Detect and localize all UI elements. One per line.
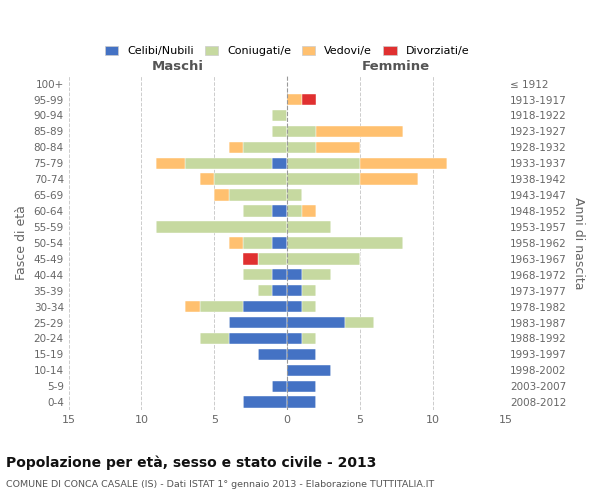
Bar: [360, 158, 447, 169]
Bar: [272, 237, 287, 248]
Bar: [287, 94, 302, 106]
Text: Popolazione per età, sesso e stato civile - 2013: Popolazione per età, sesso e stato civil…: [6, 455, 376, 469]
Y-axis label: Anni di nascita: Anni di nascita: [572, 196, 585, 289]
Bar: [272, 285, 287, 296]
Bar: [229, 142, 244, 153]
Bar: [156, 158, 185, 169]
Bar: [360, 174, 418, 185]
Bar: [200, 332, 229, 344]
Bar: [200, 301, 244, 312]
Bar: [229, 190, 287, 201]
Bar: [287, 237, 403, 248]
Bar: [302, 94, 316, 106]
Bar: [287, 190, 302, 201]
Bar: [244, 237, 272, 248]
Bar: [302, 285, 316, 296]
Bar: [229, 237, 244, 248]
Bar: [258, 285, 272, 296]
Bar: [185, 301, 200, 312]
Bar: [244, 253, 258, 264]
Bar: [302, 269, 331, 280]
Bar: [272, 126, 287, 137]
Bar: [287, 364, 331, 376]
Bar: [302, 332, 316, 344]
Bar: [287, 332, 302, 344]
Bar: [302, 301, 316, 312]
Bar: [287, 206, 302, 217]
Bar: [287, 380, 316, 392]
Bar: [287, 285, 302, 296]
Bar: [287, 253, 360, 264]
Bar: [287, 158, 360, 169]
Bar: [272, 380, 287, 392]
Bar: [258, 348, 287, 360]
Bar: [316, 142, 360, 153]
Bar: [244, 396, 287, 408]
Bar: [214, 174, 287, 185]
Legend: Celibi/Nubili, Coniugati/e, Vedovi/e, Divorziati/e: Celibi/Nubili, Coniugati/e, Vedovi/e, Di…: [100, 41, 473, 60]
Bar: [345, 317, 374, 328]
Bar: [287, 126, 316, 137]
Text: Femmine: Femmine: [362, 60, 430, 74]
Bar: [214, 190, 229, 201]
Bar: [287, 301, 302, 312]
Bar: [287, 142, 316, 153]
Bar: [287, 221, 331, 232]
Bar: [272, 158, 287, 169]
Text: Maschi: Maschi: [152, 60, 204, 74]
Bar: [287, 396, 316, 408]
Bar: [302, 206, 316, 217]
Y-axis label: Fasce di età: Fasce di età: [15, 206, 28, 281]
Bar: [244, 269, 272, 280]
Bar: [272, 206, 287, 217]
Bar: [287, 317, 345, 328]
Bar: [244, 142, 287, 153]
Text: COMUNE DI CONCA CASALE (IS) - Dati ISTAT 1° gennaio 2013 - Elaborazione TUTTITAL: COMUNE DI CONCA CASALE (IS) - Dati ISTAT…: [6, 480, 434, 489]
Bar: [244, 301, 287, 312]
Bar: [272, 110, 287, 121]
Bar: [244, 206, 272, 217]
Bar: [287, 174, 360, 185]
Bar: [185, 158, 272, 169]
Bar: [200, 174, 214, 185]
Bar: [229, 317, 287, 328]
Bar: [272, 269, 287, 280]
Bar: [229, 332, 287, 344]
Bar: [156, 221, 287, 232]
Bar: [258, 253, 287, 264]
Bar: [287, 348, 316, 360]
Bar: [316, 126, 403, 137]
Bar: [287, 269, 302, 280]
